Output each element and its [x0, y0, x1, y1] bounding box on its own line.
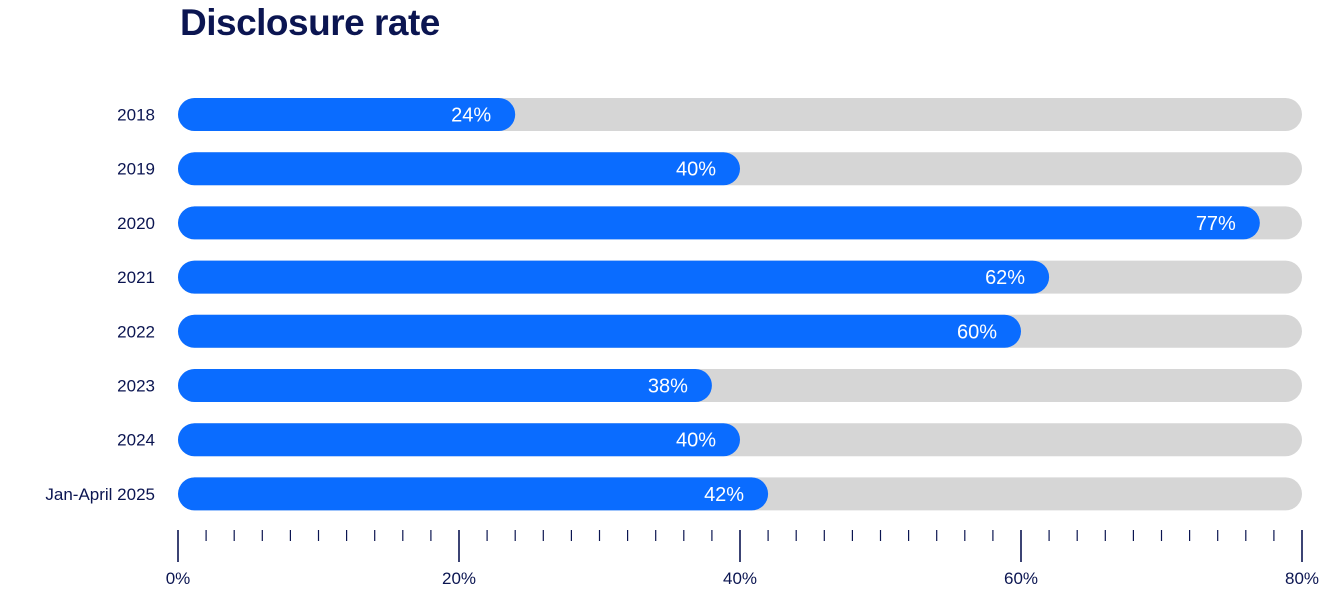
value-label: 40% — [676, 430, 716, 452]
value-label: 60% — [957, 321, 997, 343]
category-label: 2024 — [117, 431, 155, 450]
value-label: 77% — [1196, 213, 1236, 235]
bar-jan-april-2025 — [178, 477, 769, 511]
value-label: 38% — [648, 376, 688, 398]
bar-2018 — [178, 98, 516, 131]
value-label: 40% — [676, 159, 716, 181]
x-tick-label: 40% — [723, 569, 757, 588]
bar-2023 — [178, 369, 712, 402]
category-label: 2019 — [117, 160, 155, 179]
value-label: 42% — [704, 484, 744, 506]
x-tick-label: 60% — [1004, 569, 1038, 588]
bar-2024 — [178, 423, 740, 457]
category-label: 2022 — [117, 322, 155, 341]
value-label: 24% — [451, 105, 491, 127]
x-tick-label: 20% — [442, 569, 476, 588]
bar-2019 — [178, 152, 740, 186]
bar-2022 — [178, 314, 1021, 348]
bar-2021 — [178, 260, 1050, 294]
category-label: 2018 — [117, 106, 155, 125]
bar-2020 — [178, 206, 1260, 240]
value-label: 62% — [985, 267, 1025, 289]
chart-title: Disclosure rate — [180, 2, 440, 43]
x-tick-label: 80% — [1285, 569, 1319, 588]
category-label: 2023 — [117, 377, 155, 396]
category-label: Jan-April 2025 — [45, 485, 155, 504]
x-tick-label: 0% — [166, 569, 191, 588]
category-label: 2021 — [117, 268, 155, 287]
category-label: 2020 — [117, 214, 155, 233]
